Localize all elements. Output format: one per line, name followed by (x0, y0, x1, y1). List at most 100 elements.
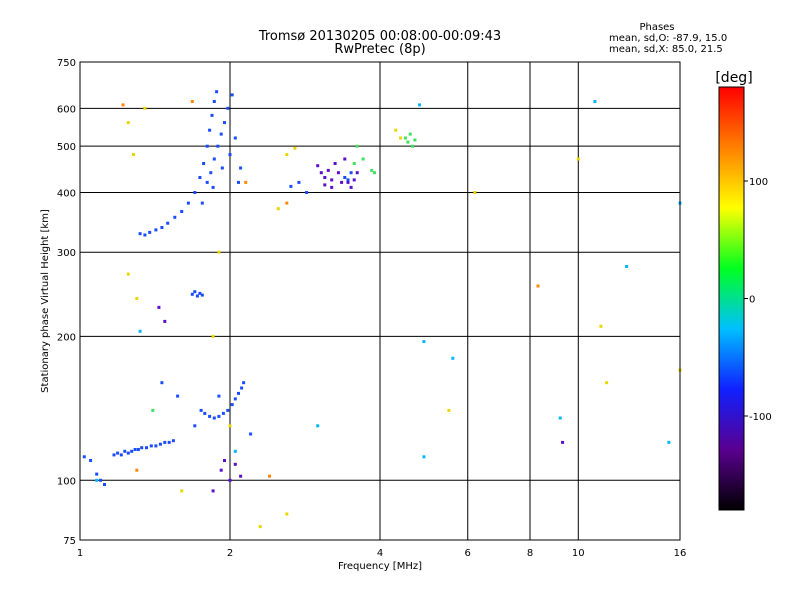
data-point (333, 162, 337, 165)
data-point (346, 180, 350, 184)
data-point (276, 207, 280, 211)
y-tick-label: 500 (57, 142, 76, 153)
data-point (289, 184, 293, 188)
data-point (205, 144, 209, 148)
data-point (340, 180, 344, 184)
data-point (230, 93, 234, 97)
data-point (239, 166, 243, 170)
y-axis-ticks: 75 100 200 300 400 500 600 750 (57, 58, 76, 547)
data-point (399, 136, 403, 140)
data-point (138, 232, 142, 236)
stats-line-x: mean, sd,X: 85.0, 21.5 (609, 44, 723, 55)
data-point (373, 171, 376, 175)
data-point (230, 403, 234, 407)
data-point (249, 432, 253, 436)
data-point (140, 446, 144, 450)
data-point (99, 478, 103, 482)
data-point (211, 489, 215, 493)
data-point (95, 472, 99, 476)
data-point (558, 416, 562, 420)
data-point (408, 132, 412, 136)
data-point (119, 453, 123, 457)
data-point (326, 168, 330, 172)
data-point (89, 459, 93, 462)
x-axis-label: Frequency [MHz] (338, 561, 422, 572)
data-point (226, 106, 230, 110)
data-point (599, 324, 603, 328)
data-point (233, 449, 237, 453)
data-point (193, 290, 197, 294)
data-point (121, 103, 125, 107)
y-tick-label: 750 (57, 58, 76, 69)
data-point (605, 381, 609, 385)
x-tick-label: 4 (377, 548, 383, 559)
data-point (157, 305, 161, 309)
y-tick-label: 75 (63, 536, 76, 547)
y-tick-label: 100 (57, 476, 76, 487)
data-point (361, 157, 365, 161)
data-point (176, 394, 180, 398)
data-point (158, 442, 162, 446)
data-point (349, 185, 353, 189)
colorbar-tick-label: 100 (749, 177, 768, 188)
stats-line-o: mean, sd,O: -87.9, 15.0 (609, 33, 727, 44)
colorbar-tick-label: -100 (749, 412, 772, 423)
chart-subtitle: RwPretec (8p) (334, 42, 425, 57)
data-point (154, 228, 158, 232)
data-point (355, 144, 359, 148)
data-point (131, 153, 135, 157)
x-tick-label: 1 (77, 548, 83, 559)
data-point (171, 439, 175, 443)
data-point (126, 451, 130, 455)
data-point (160, 226, 164, 229)
data-point (305, 191, 309, 194)
data-point (233, 462, 237, 466)
data-point (343, 176, 347, 179)
data-point (352, 162, 356, 165)
data-point (143, 233, 147, 237)
data-point (136, 448, 140, 451)
y-tick-label: 400 (57, 188, 76, 199)
y-tick-label: 600 (57, 104, 76, 115)
data-point (180, 210, 184, 213)
data-point (167, 440, 171, 444)
data-point (217, 394, 221, 398)
data-point (190, 292, 194, 296)
data-point (316, 164, 320, 168)
data-point (205, 180, 209, 184)
data-point (228, 424, 232, 428)
data-point (228, 153, 232, 157)
data-point (180, 489, 184, 493)
y-tick-label: 300 (57, 248, 76, 259)
data-point (210, 113, 214, 117)
data-point (103, 483, 106, 486)
data-point (223, 459, 226, 462)
data-point (404, 136, 407, 140)
data-point (163, 319, 167, 323)
data-point (316, 424, 320, 428)
data-point (148, 230, 152, 234)
data-point (268, 474, 271, 478)
data-point (211, 334, 215, 338)
data-point (211, 185, 215, 189)
data-point (370, 168, 374, 172)
data-point (126, 121, 130, 125)
data-point (293, 146, 297, 150)
colorbar-label: [deg] (715, 70, 752, 86)
data-point (216, 144, 220, 148)
data-point (202, 162, 206, 165)
data-point (297, 180, 301, 184)
data-point (233, 397, 237, 401)
data-point (195, 294, 199, 298)
data-point (394, 128, 398, 132)
data-point (473, 191, 477, 194)
data-point (422, 340, 426, 344)
data-point (228, 478, 232, 482)
stats-title: Phases (639, 22, 674, 33)
data-point (323, 176, 327, 179)
data-point (536, 284, 540, 288)
data-point (406, 140, 410, 144)
data-point (258, 525, 262, 529)
chart-title: Tromsø 20130205 00:08:00-00:09:43 (258, 29, 501, 44)
data-point (130, 449, 134, 453)
